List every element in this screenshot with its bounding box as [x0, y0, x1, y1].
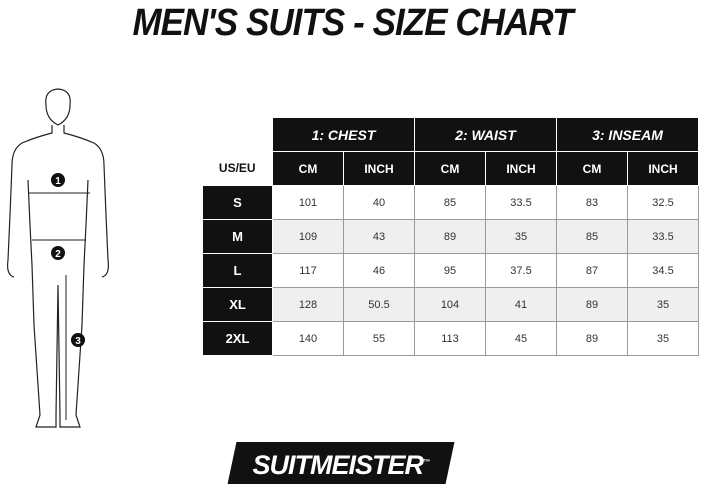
size-header: US/EU — [202, 151, 273, 186]
size-label: XL — [202, 287, 273, 322]
measurement-cell: 46 — [343, 253, 415, 288]
measurement-cell: 104 — [414, 287, 486, 322]
unit-header: INCH — [485, 151, 557, 186]
page-title: MEN'S SUITS - SIZE CHART — [132, 2, 573, 44]
measurement-cell: 85 — [556, 219, 628, 254]
size-label: 2XL — [202, 321, 273, 356]
measurement-cell: 89 — [414, 219, 486, 254]
measurement-cell: 113 — [414, 321, 486, 356]
measurement-cell: 89 — [556, 321, 628, 356]
measurement-markers: 1 2 3 — [51, 173, 85, 347]
unit-header: INCH — [343, 151, 415, 186]
measurement-cell: 89 — [556, 287, 628, 322]
measurement-cell: 35 — [485, 219, 557, 254]
table-row: 2XL 140 55 113 45 89 35 — [202, 321, 699, 356]
size-label: S — [202, 185, 273, 220]
measurement-cell: 109 — [272, 219, 344, 254]
measurement-cell: 41 — [485, 287, 557, 322]
group-header-chest: 1: CHEST — [272, 117, 415, 152]
measurement-cell: 128 — [272, 287, 344, 322]
measurement-cell: 37.5 — [485, 253, 557, 288]
measurement-cell: 35 — [627, 287, 699, 322]
measurement-cell: 43 — [343, 219, 415, 254]
unit-header: CM — [414, 151, 486, 186]
table-row: XL 128 50.5 104 41 89 35 — [202, 287, 699, 322]
measurement-cell: 85 — [414, 185, 486, 220]
table-row: S 101 40 85 33.5 83 32.5 — [202, 185, 699, 220]
measurement-cell: 55 — [343, 321, 415, 356]
measurement-cell: 50.5 — [343, 287, 415, 322]
measurement-cell: 33.5 — [627, 219, 699, 254]
body-measurement-figure: 1 2 3 — [7, 88, 109, 428]
size-chart-table: 1: CHEST 2: WAIST 3: INSEAM US/EU CM INC… — [202, 117, 699, 356]
group-header-waist: 2: WAIST — [414, 117, 557, 152]
marker-waist: 2 — [55, 249, 61, 260]
measurement-cell: 117 — [272, 253, 344, 288]
brand-logo: SUITMEISTER™ — [227, 442, 455, 484]
size-label: L — [202, 253, 273, 288]
measurement-cell: 83 — [556, 185, 628, 220]
measurement-cell: 95 — [414, 253, 486, 288]
measurement-cell: 32.5 — [627, 185, 699, 220]
unit-header: CM — [556, 151, 628, 186]
measurement-cell: 34.5 — [627, 253, 699, 288]
size-label: M — [202, 219, 273, 254]
measurement-cell: 140 — [272, 321, 344, 356]
table-row: M 109 43 89 35 85 33.5 — [202, 219, 699, 254]
group-header-inseam: 3: INSEAM — [556, 117, 699, 152]
unit-header: INCH — [627, 151, 699, 186]
measurement-cell: 35 — [627, 321, 699, 356]
unit-header: CM — [272, 151, 344, 186]
measurement-cell: 87 — [556, 253, 628, 288]
measurement-cell: 101 — [272, 185, 344, 220]
measurement-cell: 45 — [485, 321, 557, 356]
table-row: L 117 46 95 37.5 87 34.5 — [202, 253, 699, 288]
measurement-cell: 33.5 — [485, 185, 557, 220]
marker-inseam: 3 — [75, 336, 81, 347]
measurement-cell: 40 — [343, 185, 415, 220]
marker-chest: 1 — [55, 176, 61, 187]
